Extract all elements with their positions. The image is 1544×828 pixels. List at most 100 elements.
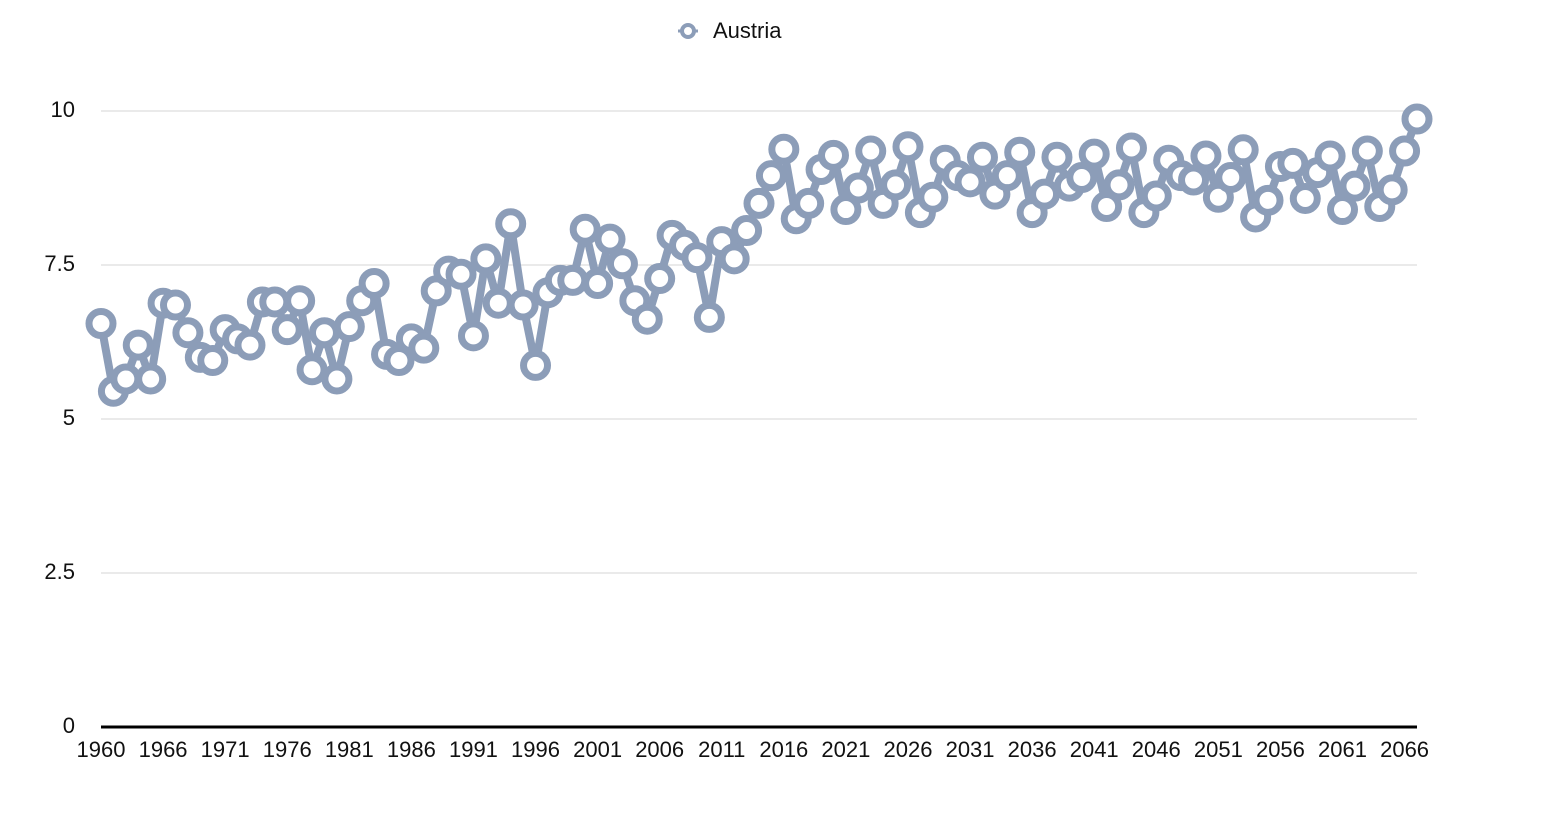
point-marker: [321, 363, 353, 395]
point-marker: [1401, 103, 1433, 135]
point-marker: [681, 242, 713, 274]
point-marker: [1178, 164, 1210, 196]
x-tick-label: 1960: [77, 737, 126, 762]
x-tick-label: 2001: [573, 737, 622, 762]
point-marker: [731, 215, 763, 247]
point-marker: [1140, 180, 1172, 212]
point-marker: [1066, 162, 1098, 194]
x-tick-label: 2026: [884, 737, 933, 762]
point-marker: [855, 135, 887, 167]
point-marker: [482, 287, 514, 319]
x-tick-label: 2046: [1132, 737, 1181, 762]
point-marker: [358, 267, 390, 299]
point-marker: [259, 286, 291, 318]
point-marker: [1041, 141, 1073, 173]
y-tick-label: 2.5: [44, 559, 75, 584]
x-tick-label: 1996: [511, 737, 560, 762]
legend-marker: [680, 23, 696, 39]
point-marker: [110, 363, 142, 395]
point-marker: [1029, 178, 1061, 210]
y-tick-label: 10: [51, 97, 75, 122]
x-tick-label: 2016: [759, 737, 808, 762]
point-marker: [507, 289, 539, 321]
x-tick-label: 1966: [139, 737, 188, 762]
point-marker: [1190, 140, 1222, 172]
x-tick-label: 1976: [263, 737, 312, 762]
point-marker: [1078, 138, 1110, 170]
point-marker: [383, 344, 415, 376]
point-marker: [122, 329, 154, 361]
x-tick-label: 2021: [821, 737, 870, 762]
point-marker: [880, 169, 912, 201]
point-marker: [793, 187, 825, 219]
point-marker: [768, 133, 800, 165]
point-marker: [457, 320, 489, 352]
point-marker: [582, 267, 614, 299]
point-marker: [308, 317, 340, 349]
y-tick-label: 0: [63, 713, 75, 738]
x-tick-label: 1981: [325, 737, 374, 762]
point-marker: [445, 258, 477, 290]
point-marker: [1252, 184, 1284, 216]
x-tick-label: 2006: [635, 737, 684, 762]
point-marker: [594, 223, 626, 255]
point-marker: [954, 166, 986, 198]
point-marker: [470, 243, 502, 275]
point-marker: [1215, 162, 1247, 194]
x-tick-label: 1986: [387, 737, 436, 762]
point-marker: [606, 248, 638, 280]
point-marker: [917, 181, 949, 213]
x-tick-label: 2036: [1008, 737, 1057, 762]
x-tick-label: 2011: [698, 737, 745, 762]
point-marker: [966, 141, 998, 173]
point-marker: [135, 363, 167, 395]
point-marker: [284, 285, 316, 317]
point-marker: [1327, 194, 1359, 226]
point-marker: [1289, 182, 1321, 214]
point-marker: [1277, 147, 1309, 179]
point-marker: [693, 301, 725, 333]
point-marker: [631, 303, 663, 335]
point-marker: [197, 344, 229, 376]
point-marker: [296, 354, 328, 386]
point-marker: [1314, 140, 1346, 172]
point-marker: [991, 160, 1023, 192]
point-marker: [85, 308, 117, 340]
legend-label: Austria: [713, 18, 782, 43]
point-marker: [817, 139, 849, 171]
point-marker: [718, 243, 750, 275]
point-marker: [520, 349, 552, 381]
point-marker: [1351, 135, 1383, 167]
x-tick-label: 2051: [1194, 737, 1243, 762]
point-marker: [743, 187, 775, 219]
y-tick-label: 7.5: [44, 251, 75, 276]
point-marker: [1004, 136, 1036, 168]
point-marker: [830, 194, 862, 226]
point-marker: [892, 131, 924, 163]
x-tick-label: 2061: [1318, 737, 1367, 762]
point-marker: [569, 213, 601, 245]
point-marker: [408, 332, 440, 364]
point-marker: [1091, 190, 1123, 222]
point-marker: [271, 314, 303, 346]
x-tick-label: 2056: [1256, 737, 1305, 762]
x-tick-label: 1971: [201, 737, 250, 762]
point-marker: [557, 264, 589, 296]
point-marker: [172, 317, 204, 349]
point-marker: [1227, 134, 1259, 166]
x-tick-label: 2031: [946, 737, 995, 762]
point-marker: [234, 329, 266, 361]
x-tick-label: 2066: [1380, 737, 1429, 762]
point-marker: [1376, 174, 1408, 206]
x-tick-label: 1991: [449, 737, 498, 762]
point-marker: [755, 160, 787, 192]
point-marker: [1115, 132, 1147, 164]
point-marker: [333, 311, 365, 343]
point-marker: [842, 172, 874, 204]
point-marker: [1339, 170, 1371, 202]
point-marker: [1103, 169, 1135, 201]
point-marker: [495, 208, 527, 240]
y-tick-label: 5: [63, 405, 75, 430]
point-marker: [644, 263, 676, 295]
